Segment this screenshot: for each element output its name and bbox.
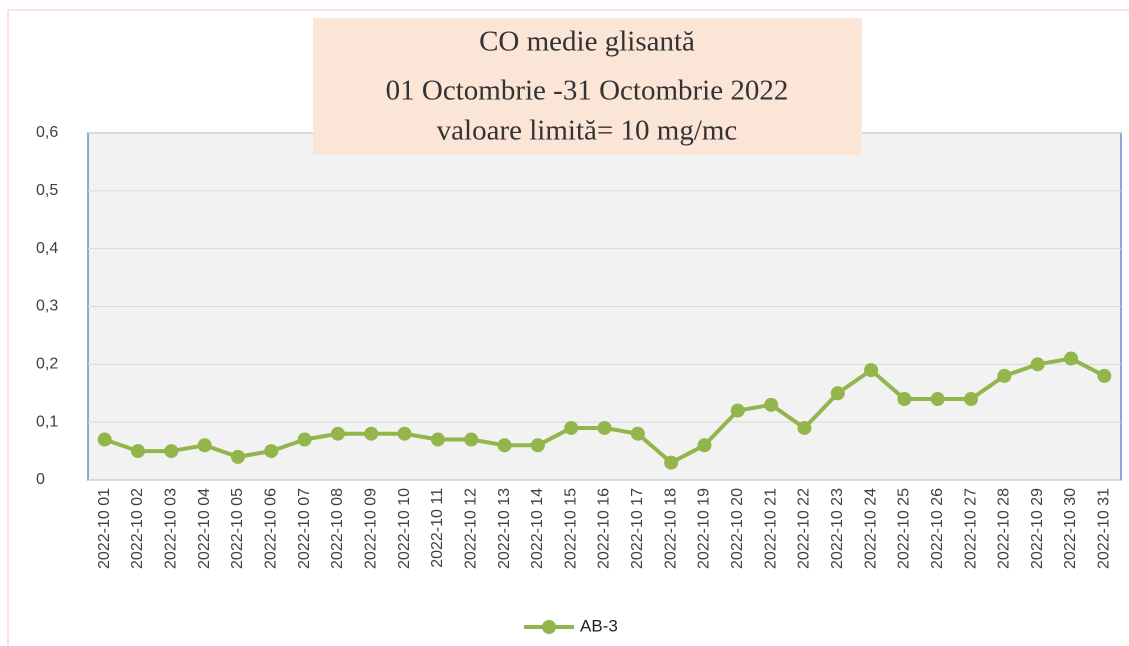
data-point — [664, 455, 679, 470]
data-point — [364, 426, 379, 441]
data-point — [497, 438, 512, 453]
data-point — [197, 438, 212, 453]
x-tick-label: 2022-10 16 — [596, 488, 613, 569]
y-tick-label: 0 — [36, 471, 45, 488]
data-point — [397, 426, 412, 441]
x-tick-label: 2022-10 18 — [662, 488, 679, 569]
legend-label: AB-3 — [580, 616, 618, 635]
x-tick-label: 2022-10 09 — [362, 488, 379, 569]
data-point — [530, 438, 545, 453]
data-point — [964, 392, 979, 407]
x-tick-label: 2022-10 31 — [1096, 488, 1113, 569]
x-tick-label: 2022-10 03 — [163, 488, 180, 569]
chart-title: CO medie glisantă — [479, 26, 695, 58]
data-point — [864, 363, 879, 378]
x-tick-label: 2022-10 19 — [696, 488, 713, 569]
chart-subtitle: 01 Octombrie -31 Octombrie 2022 — [386, 75, 789, 107]
x-tick-label: 2022-10 12 — [462, 488, 479, 569]
y-tick-label: 0,4 — [36, 240, 58, 257]
data-point — [830, 386, 845, 401]
x-tick-label: 2022-10 13 — [496, 488, 513, 569]
data-point — [730, 403, 745, 418]
x-tick-label: 2022-10 28 — [996, 488, 1013, 569]
x-tick-label: 2022-10 21 — [762, 488, 779, 569]
x-tick-label: 2022-10 30 — [1062, 488, 1079, 569]
legend-marker — [542, 620, 556, 634]
data-point — [897, 392, 912, 407]
y-tick-label: 0,5 — [36, 182, 58, 199]
data-point — [230, 449, 245, 464]
x-tick-label: 2022-10 23 — [829, 488, 846, 569]
data-point — [1064, 351, 1079, 366]
data-point — [297, 432, 312, 447]
x-tick-label: 2022-10 20 — [729, 488, 746, 569]
x-tick-label: 2022-10 14 — [529, 488, 546, 569]
y-tick-label: 0,3 — [36, 298, 58, 315]
data-point — [264, 444, 279, 459]
x-tick-label: 2022-10 27 — [962, 488, 979, 569]
x-tick-label: 2022-10 24 — [862, 488, 879, 569]
y-tick-label: 0,1 — [36, 413, 58, 430]
x-tick-label: 2022-10 02 — [129, 488, 146, 569]
data-point — [797, 420, 812, 435]
data-point — [330, 426, 345, 441]
data-point — [430, 432, 445, 447]
data-point — [630, 426, 645, 441]
title-box — [313, 18, 862, 155]
data-point — [597, 420, 612, 435]
x-tick-label: 2022-10 07 — [296, 488, 313, 569]
x-tick-label: 2022-10 15 — [562, 488, 579, 569]
data-point — [464, 432, 479, 447]
chart-subtitle: valoare limită= 10 mg/mc — [437, 115, 738, 147]
x-tick-label: 2022-10 22 — [796, 488, 813, 569]
data-point — [697, 438, 712, 453]
data-point — [564, 420, 579, 435]
x-tick-label: 2022-10 06 — [262, 488, 279, 569]
data-point — [130, 444, 145, 459]
x-tick-label: 2022-10 08 — [329, 488, 346, 569]
y-tick-label: 0,6 — [36, 124, 58, 141]
data-point — [930, 392, 945, 407]
x-tick-label: 2022-10 05 — [229, 488, 246, 569]
data-point — [1030, 357, 1045, 372]
x-tick-label: 2022-10 26 — [929, 488, 946, 569]
data-point — [764, 397, 779, 412]
x-tick-label: 2022-10 04 — [196, 488, 213, 569]
x-tick-label: 2022-10 17 — [629, 488, 646, 569]
x-tick-label: 2022-10 10 — [396, 488, 413, 569]
data-point — [1097, 368, 1112, 383]
data-point — [97, 432, 112, 447]
data-point — [997, 368, 1012, 383]
x-tick-label: 2022-10 29 — [1029, 488, 1046, 569]
x-tick-label: 2022-10 25 — [896, 488, 913, 569]
data-point — [164, 444, 179, 459]
y-tick-label: 0,2 — [36, 356, 58, 373]
x-tick-label: 2022-10 01 — [96, 488, 113, 569]
x-tick-label: 2022-10 11 — [429, 488, 446, 568]
